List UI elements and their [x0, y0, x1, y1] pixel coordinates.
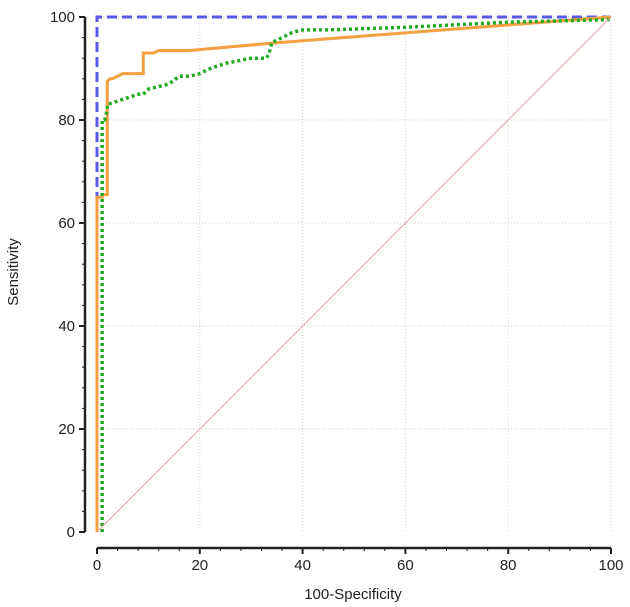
series-lines: [95, 15, 612, 533]
tick-labels: 0 20 40 60 80 100 0 20 40 60 80 100: [50, 9, 624, 574]
roc-curve-dotted: [100, 17, 612, 532]
gridlines: [97, 16, 612, 532]
x-tick-label: 20: [191, 557, 208, 574]
y-tick-label: 100: [50, 9, 75, 26]
y-axis-title: Sensitivity: [5, 238, 22, 306]
x-tick-label: 60: [397, 557, 414, 574]
x-tick-label: 0: [93, 557, 101, 574]
x-tick-label: 100: [598, 557, 623, 574]
x-axis-title: 100-Specificity: [304, 586, 402, 603]
reference-diagonal-line: [96, 16, 612, 533]
x-tick-label: 40: [294, 557, 311, 574]
y-tick-label: 0: [67, 524, 75, 541]
axes: [79, 16, 612, 554]
y-tick-label: 20: [58, 421, 75, 438]
y-tick-label: 60: [58, 215, 75, 232]
y-tick-label: 80: [58, 112, 75, 129]
x-tick-label: 80: [500, 557, 517, 574]
y-tick-label: 40: [58, 318, 75, 335]
